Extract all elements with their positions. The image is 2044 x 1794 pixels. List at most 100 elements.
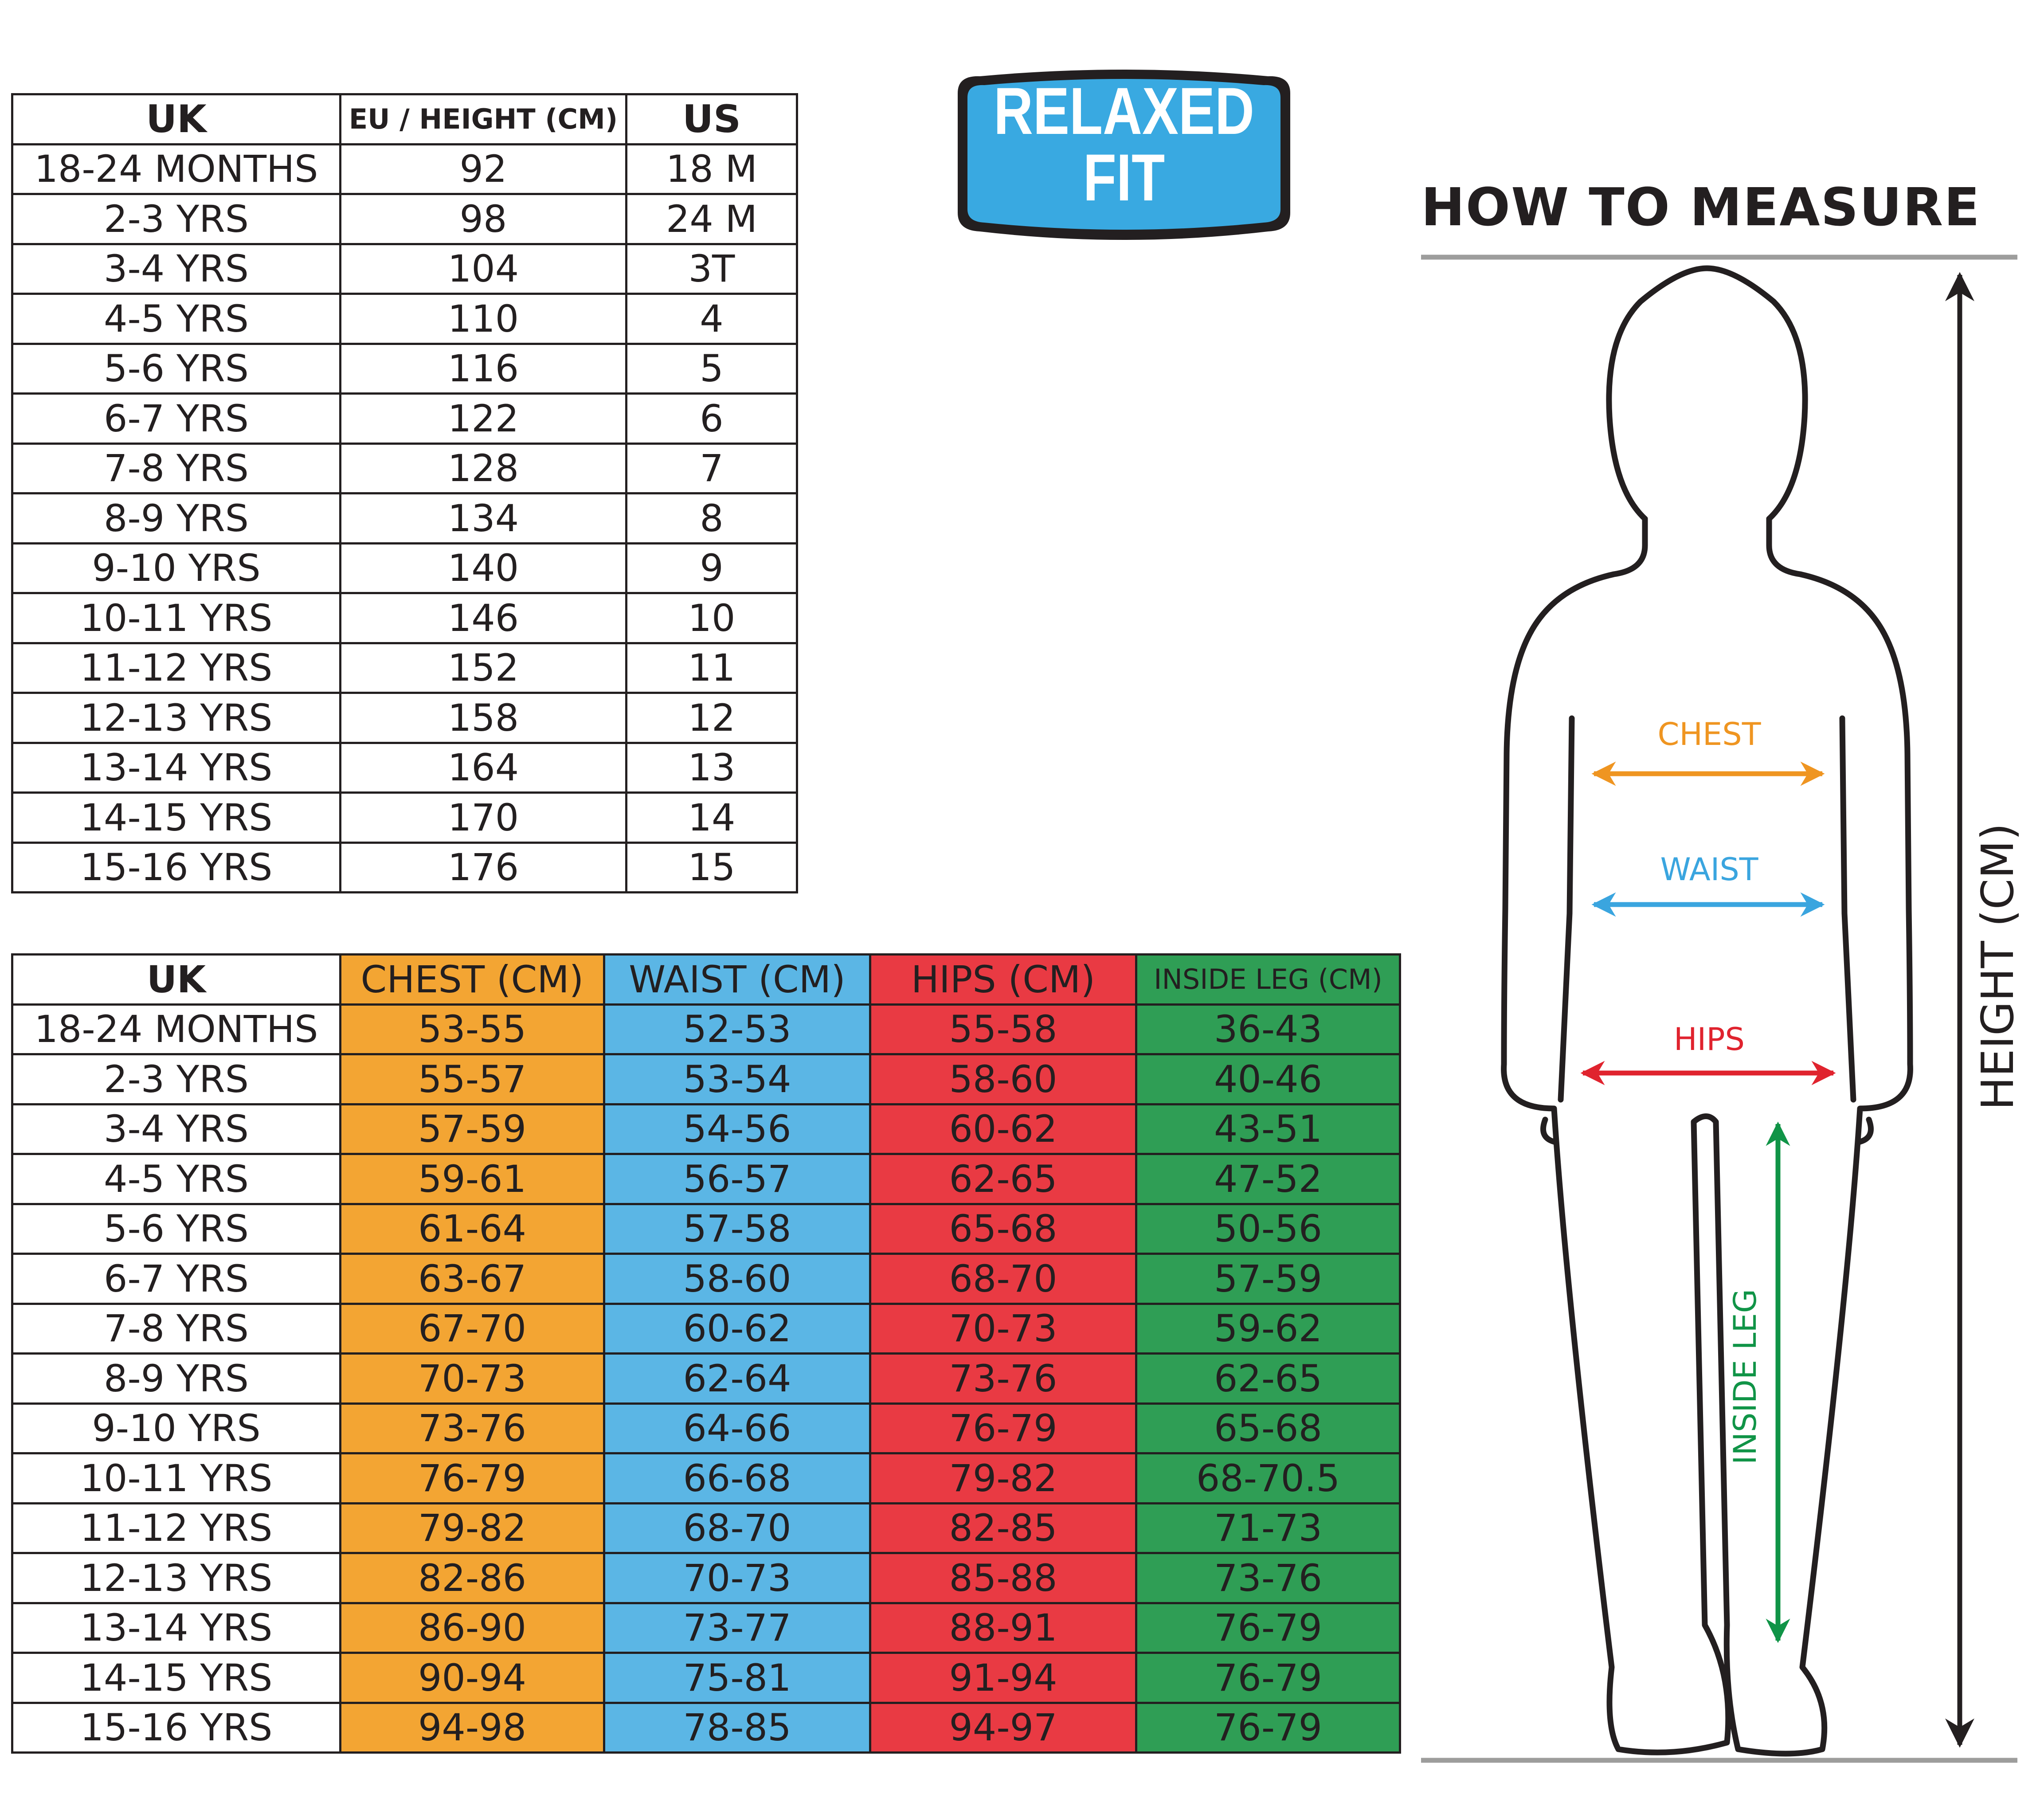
cell-uk-size: 4-5 YRS [11, 293, 341, 345]
badge-line-2: FIT [1083, 140, 1165, 215]
cell-uk-size: 7-8 YRS [11, 442, 341, 494]
cell-waist: 52-53 [603, 1003, 871, 1055]
table-row: 7-8 YRS 128 7 [11, 442, 798, 494]
table-row: 5-6 YRS 61-64 57-58 65-68 50-56 [11, 1203, 1401, 1255]
cell-us-size: 8 [625, 492, 798, 544]
cell-uk-size: 4-5 YRS [11, 1153, 341, 1205]
header-hips: HIPS (CM) [869, 953, 1137, 1006]
cell-waist: 66-68 [603, 1452, 871, 1504]
size-conversion-table: UK EU / HEIGHT (CM) US 18-24 MONTHS 92 18 … [11, 93, 798, 893]
cell-uk-size: 7-8 YRS [11, 1302, 341, 1355]
cell-inside-leg: 50-56 [1135, 1203, 1401, 1255]
cell-waist: 56-57 [603, 1153, 871, 1205]
cell-eu-height: 104 [339, 243, 627, 295]
cell-inside-leg: 40-46 [1135, 1053, 1401, 1105]
cell-uk-size: 3-4 YRS [11, 1103, 341, 1155]
cell-waist: 68-70 [603, 1502, 871, 1554]
cell-us-size: 9 [625, 542, 798, 594]
cell-waist: 73-77 [603, 1602, 871, 1654]
cell-hips: 88-91 [869, 1602, 1137, 1654]
cell-uk-size: 8-9 YRS [11, 1352, 341, 1405]
table-row: 3-4 YRS 57-59 54-56 60-62 43-51 [11, 1103, 1401, 1155]
cell-chest: 61-64 [339, 1203, 605, 1255]
table-row: 15-16 YRS 176 15 [11, 841, 798, 893]
table-row: 3-4 YRS 104 3T [11, 243, 798, 295]
cell-us-size: 10 [625, 592, 798, 644]
cell-uk-size: 3-4 YRS [11, 243, 341, 295]
cell-hips: 85-88 [869, 1552, 1137, 1604]
cell-chest: 86-90 [339, 1602, 605, 1654]
cell-eu-height: 128 [339, 442, 627, 494]
table-row: 7-8 YRS 67-70 60-62 70-73 59-62 [11, 1302, 1401, 1355]
cell-uk-size: 13-14 YRS [11, 741, 341, 794]
table-row: 4-5 YRS 59-61 56-57 62-65 47-52 [11, 1153, 1401, 1205]
cell-chest: 79-82 [339, 1502, 605, 1554]
size-table-body: 18-24 MONTHS 92 18 M 2-3 YRS 98 24 M 3-4 YRS 10… [11, 143, 798, 893]
table-row: 12-13 YRS 158 12 [11, 692, 798, 744]
cell-uk-size: 5-6 YRS [11, 1203, 341, 1255]
cell-eu-height: 146 [339, 592, 627, 644]
header-waist: WAIST (CM) [603, 953, 871, 1006]
cell-uk-size: 15-16 YRS [11, 841, 341, 893]
cell-chest: 73-76 [339, 1402, 605, 1454]
cell-inside-leg: 62-65 [1135, 1352, 1401, 1405]
cell-uk-size: 11-12 YRS [11, 1502, 341, 1554]
cell-inside-leg: 57-59 [1135, 1253, 1401, 1305]
cell-inside-leg: 65-68 [1135, 1402, 1401, 1454]
cell-uk-size: 12-13 YRS [11, 692, 341, 744]
table-row: 2-3 YRS 98 24 M [11, 193, 798, 245]
cell-waist: 57-58 [603, 1203, 871, 1255]
cell-uk-size: 18-24 MONTHS [11, 143, 341, 195]
cell-hips: 60-62 [869, 1103, 1137, 1155]
cell-inside-leg: 76-79 [1135, 1652, 1401, 1704]
header-eu-height: EU / HEIGHT (CM) [339, 93, 627, 145]
table-row: 6-7 YRS 122 6 [11, 392, 798, 445]
cell-waist: 58-60 [603, 1253, 871, 1305]
cell-chest: 94-98 [339, 1701, 605, 1754]
cell-hips: 76-79 [869, 1402, 1137, 1454]
cell-uk-size: 10-11 YRS [11, 1452, 341, 1504]
cell-hips: 73-76 [869, 1352, 1137, 1405]
waist-label: WAIST [1660, 851, 1758, 888]
cell-waist: 54-56 [603, 1103, 871, 1155]
cell-waist: 70-73 [603, 1552, 871, 1604]
cell-chest: 53-55 [339, 1003, 605, 1055]
cell-us-size: 13 [625, 741, 798, 794]
table-row: 12-13 YRS 82-86 70-73 85-88 73-76 [11, 1552, 1401, 1604]
table-row: 2-3 YRS 55-57 53-54 58-60 40-46 [11, 1053, 1401, 1105]
cell-uk-size: 18-24 MONTHS [11, 1003, 341, 1055]
cell-uk-size: 9-10 YRS [11, 542, 341, 594]
cell-waist: 60-62 [603, 1302, 871, 1355]
table-row: 10-11 YRS 146 10 [11, 592, 798, 644]
header-uk: UK [11, 93, 341, 145]
cell-eu-height: 98 [339, 193, 627, 245]
cell-uk-size: 6-7 YRS [11, 392, 341, 445]
header-us: US [625, 93, 798, 145]
hips-label: HIPS [1674, 1021, 1745, 1058]
table-row: 9-10 YRS 73-76 64-66 76-79 65-68 [11, 1402, 1401, 1454]
cell-us-size: 14 [625, 791, 798, 844]
cell-uk-size: 2-3 YRS [11, 1053, 341, 1105]
cell-waist: 62-64 [603, 1352, 871, 1405]
cell-hips: 82-85 [869, 1502, 1137, 1554]
cell-hips: 91-94 [869, 1652, 1137, 1704]
cell-uk-size: 10-11 YRS [11, 592, 341, 644]
measurements-table-body: 18-24 MONTHS 53-55 52-53 55-58 36-43 2-3 YRS 5… [11, 1003, 1401, 1754]
cell-waist: 75-81 [603, 1652, 871, 1704]
cell-chest: 57-59 [339, 1103, 605, 1155]
inside-leg-label: INSIDE LEG [1727, 1289, 1763, 1465]
badge-line-1: RELAXED [994, 74, 1254, 148]
cell-us-size: 4 [625, 293, 798, 345]
cell-us-size: 5 [625, 342, 798, 395]
table-row: 13-14 YRS 86-90 73-77 88-91 76-79 [11, 1602, 1401, 1654]
header-inside-leg: INSIDE LEG (CM) [1135, 953, 1401, 1006]
cell-uk-size: 5-6 YRS [11, 342, 341, 395]
cell-hips: 58-60 [869, 1053, 1137, 1105]
cell-uk-size: 8-9 YRS [11, 492, 341, 544]
cell-eu-height: 92 [339, 143, 627, 195]
cell-chest: 70-73 [339, 1352, 605, 1405]
table-row: 10-11 YRS 76-79 66-68 79-82 68-70.5 [11, 1452, 1401, 1504]
cell-us-size: 15 [625, 841, 798, 893]
cell-chest: 67-70 [339, 1302, 605, 1355]
